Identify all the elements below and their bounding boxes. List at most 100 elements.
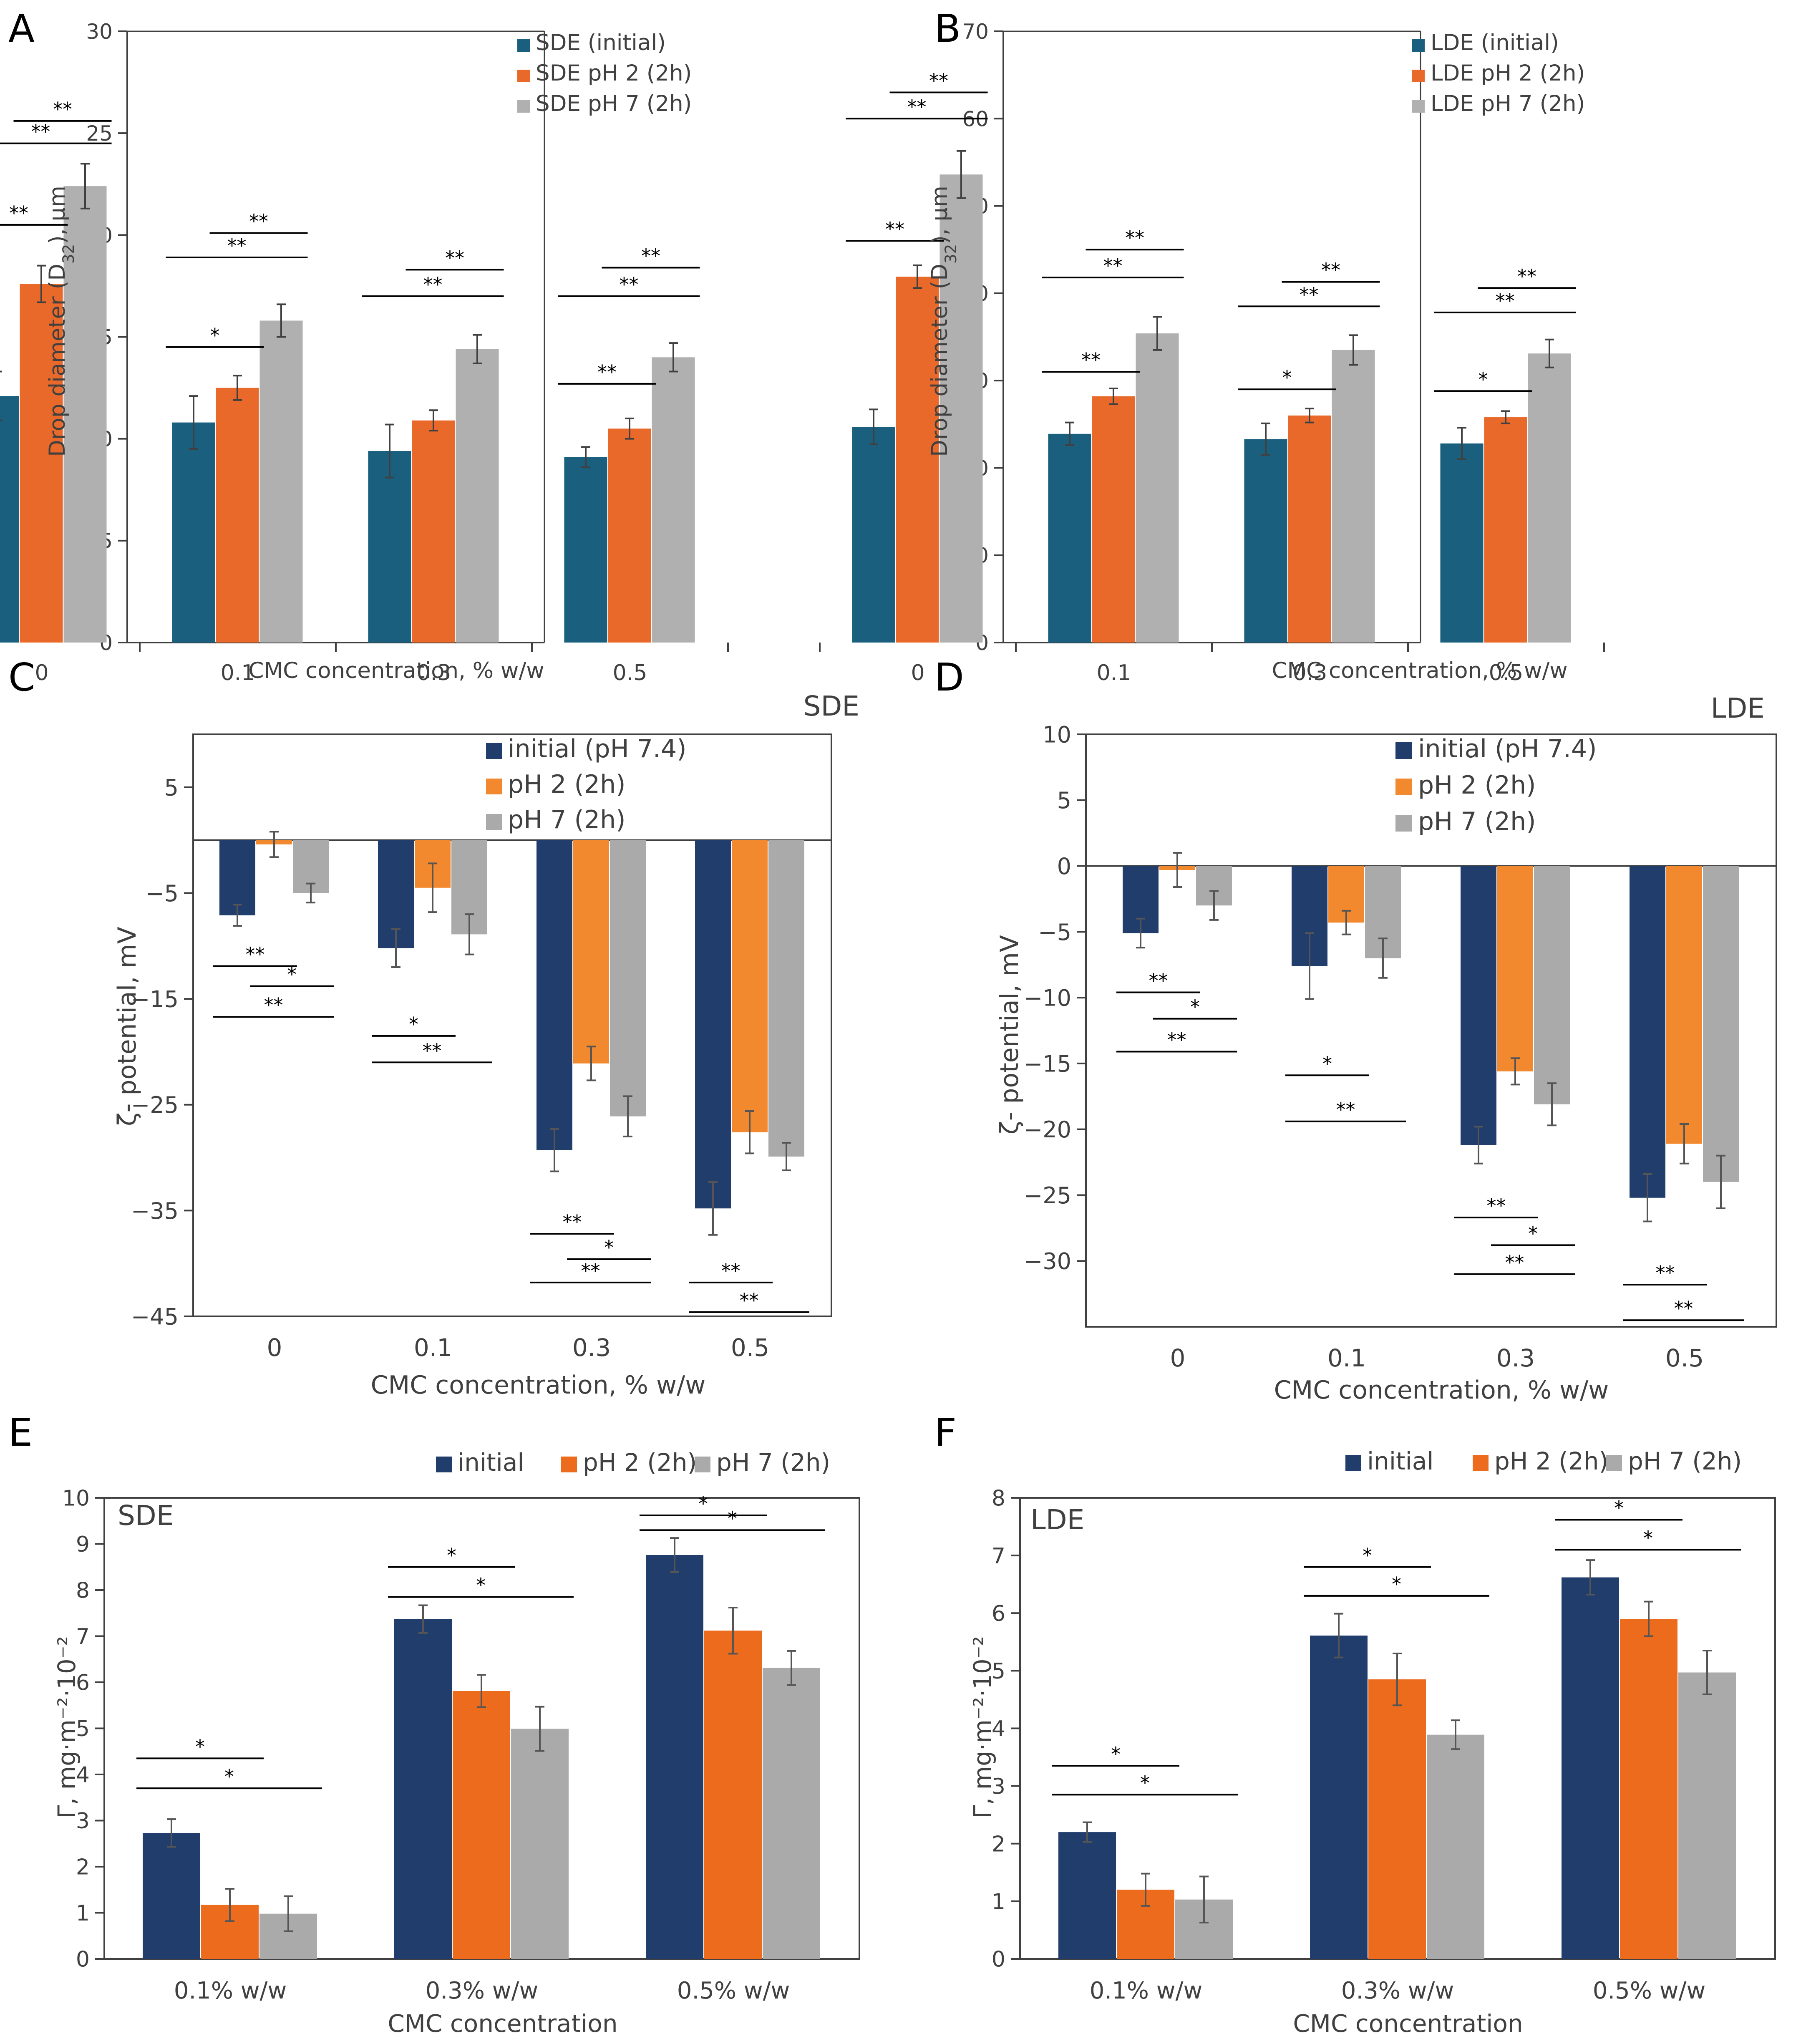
significance-label: * [1478, 368, 1488, 391]
x-tick-label: 0.1% w/w [1090, 1977, 1203, 2004]
significance-label: ** [620, 273, 639, 296]
bar-e-s1-c1 [453, 1691, 510, 1959]
bar-b-s0-c1 [1048, 433, 1091, 643]
y-tick-label: 3 [76, 1809, 90, 1834]
legend-label: SDE pH 2 (2h) [536, 60, 692, 86]
bar-e-s1-c2 [704, 1631, 762, 1959]
significance-label: * [1111, 1743, 1121, 1765]
legend-label: LDE pH 7 (2h) [1431, 91, 1585, 116]
bar-a-s0-c3 [564, 457, 607, 643]
x-tick-label: 0.3 [1496, 1344, 1535, 1372]
panel-letter: F [934, 1410, 957, 1455]
y-tick-label: 5 [76, 1716, 90, 1742]
significance-label: ** [1336, 1099, 1355, 1121]
y-tick-label: 25 [86, 121, 113, 146]
significance-label: ** [597, 361, 617, 383]
chart-title: SDE [118, 1500, 174, 1532]
legend-label: pH 7 (2h) [716, 1448, 830, 1477]
significance-label: * [447, 1544, 456, 1567]
panel-f: F 0 1 2 3 4 5 6 7 8 0.1% w/w 0.3% w/w 0.5% w/w * * * * * *… [934, 1410, 1776, 2038]
y-tick-label: 0 [992, 1947, 1005, 1972]
x-tick-label: 0.5 [613, 660, 647, 686]
legend-swatch [486, 814, 502, 830]
y-tick-label: −20 [1024, 1117, 1071, 1143]
x-tick-label: 0.1% w/w [174, 1977, 287, 2004]
bar-a-s1-c1 [216, 388, 259, 643]
significance-label: * [1643, 1527, 1653, 1549]
legend-label: pH 7 (2h) [1418, 807, 1536, 836]
significance-label: ** [721, 1260, 741, 1282]
x-axis-label: CMC concentration [388, 2009, 617, 2038]
legend-swatch [486, 779, 502, 794]
bar-e-s0-c2 [646, 1555, 703, 1959]
panel-letter: D [934, 655, 964, 700]
bar-b-s1-c2 [1288, 415, 1331, 643]
panel-e: E 0 1 2 3 4 5 6 7 8 9 10 0.1% w/w 0.3% w/w 0.5% w/w * * *… [8, 1410, 860, 2038]
bar-a-s2-c1 [259, 320, 303, 643]
significance-label: * [1140, 1772, 1150, 1794]
y-tick-label: 8 [992, 1486, 1005, 1511]
panel-c: C5−5−15−25−35−450 0.1 0.3 0.5************* *… [8, 655, 859, 1400]
significance-label: * [1392, 1573, 1401, 1595]
significance-label: ** [563, 1211, 582, 1233]
y-tick-label: 0 [76, 1947, 90, 1972]
significance-label: * [1190, 996, 1200, 1018]
legend-swatch [517, 39, 530, 52]
bar-b-s0-c3 [1440, 443, 1484, 643]
significance-label: ** [740, 1289, 759, 1312]
y-tick-label: −5 [1038, 919, 1071, 945]
x-tick-label: 0.3 [1293, 660, 1327, 686]
x-axis-label: CMC concentration, % w/w [1274, 1376, 1609, 1405]
y-tick-label: 5 [1057, 787, 1071, 814]
y-tick-label: −25 [131, 1092, 179, 1118]
significance-label: ** [907, 96, 927, 118]
y-tick-label: 5 [992, 1659, 1005, 1684]
y-tick-label: 1 [992, 1890, 1005, 1915]
y-tick-label: 4 [76, 1763, 90, 1788]
legend-swatch [1606, 1455, 1622, 1471]
bar-f-s2-c2 [1678, 1672, 1736, 1959]
bar-b-s0-c2 [1244, 439, 1287, 643]
bar-b-s1-c0 [896, 277, 939, 643]
significance-label: ** [423, 1039, 442, 1062]
x-tick-label: 0.3 [417, 660, 451, 686]
significance-label: ** [53, 98, 72, 121]
significance-label: ** [227, 234, 247, 257]
significance-label: * [1322, 1052, 1332, 1075]
legend-label: pH 2 (2h) [508, 770, 626, 799]
bar-d-s2-c2 [1534, 866, 1570, 1104]
y-tick-label: 0 [1057, 853, 1071, 880]
y-tick-label: 8 [76, 1578, 90, 1603]
legend-label: pH 2 (2h) [1494, 1447, 1608, 1475]
bar-e-s0-c0 [143, 1833, 200, 1959]
chart-title: SDE [803, 690, 859, 722]
y-tick-label: 10 [62, 1486, 90, 1511]
significance-label: ** [249, 210, 268, 232]
legend-swatch [1345, 1455, 1361, 1471]
legend-swatch [561, 1457, 577, 1472]
plot-frame [192, 733, 832, 1317]
bar-f-s0-c1 [1310, 1636, 1368, 1959]
chart-title: LDE [1030, 1504, 1084, 1536]
x-tick-label: 0.5% w/w [677, 1977, 790, 2004]
bar-c-s0-c0 [219, 840, 255, 915]
y-tick-label: −25 [1024, 1182, 1071, 1209]
x-axis-label: CMC concentration, % w/w [248, 658, 544, 683]
legend-label: SDE (initial) [536, 30, 666, 55]
y-tick-label: −15 [1024, 1051, 1071, 1077]
y-tick-label: 5 [164, 774, 179, 801]
bar-c-s2-c3 [768, 840, 804, 1157]
legend-label: pH 2 (2h) [583, 1448, 697, 1477]
bar-e-s2-c1 [511, 1729, 569, 1959]
significance-label: ** [1125, 227, 1144, 249]
x-tick-label: 0.3% w/w [426, 1977, 539, 2004]
significance-label: * [1528, 1222, 1538, 1245]
y-tick-label: 3 [992, 1774, 1005, 1799]
bar-c-s2-c2 [610, 840, 646, 1117]
bar-c-s0-c2 [536, 840, 572, 1150]
significance-label: * [195, 1735, 205, 1758]
x-tick-label: 0 [911, 660, 924, 686]
significance-label: * [1614, 1497, 1624, 1519]
x-tick-label: 0.1 [1327, 1344, 1366, 1372]
significance-label: ** [246, 943, 265, 965]
